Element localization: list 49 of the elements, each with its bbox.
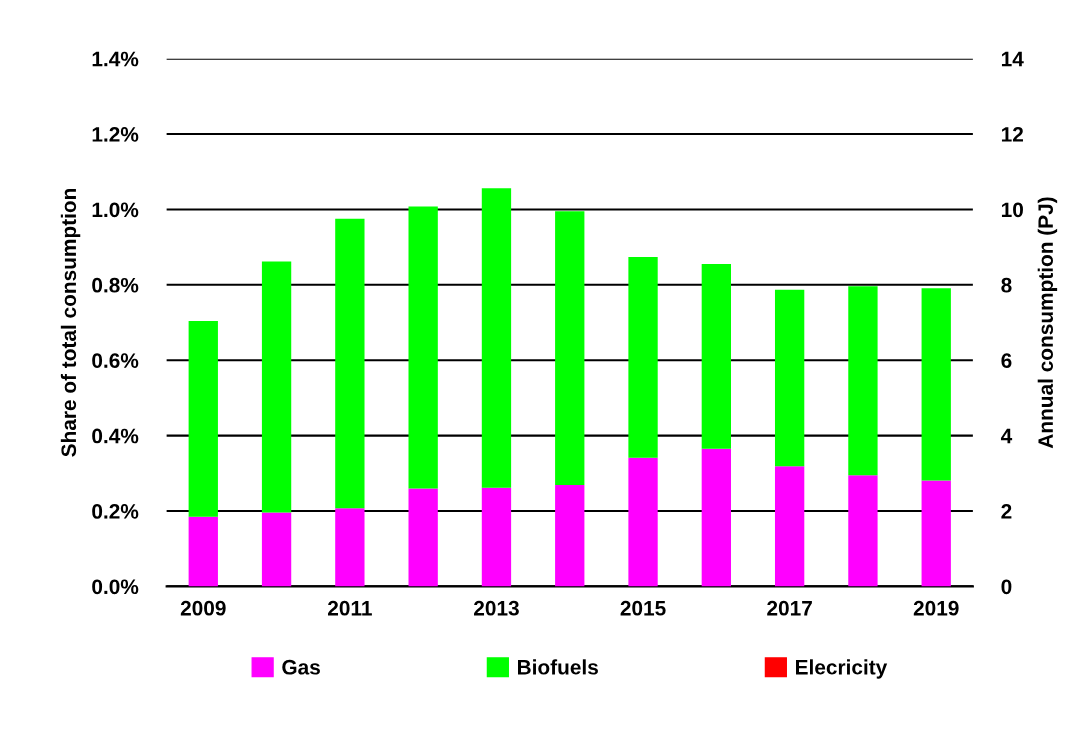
bar: [188, 321, 218, 517]
bar: [628, 256, 658, 458]
bar: [555, 484, 585, 587]
legend-label: Elecricity: [796, 659, 888, 679]
y-tick-label: 0.2%: [92, 504, 139, 519]
bar: [774, 289, 805, 467]
bar: [848, 286, 878, 476]
bar: [555, 211, 585, 485]
legend-label: Gas: [282, 659, 320, 675]
y-tick-label: 0.8%: [92, 277, 139, 293]
bar: [701, 448, 731, 587]
bar: [261, 261, 292, 513]
y2-tick-label: 2: [1001, 504, 1012, 519]
bar: [921, 288, 951, 481]
x-tick-label: 2009: [180, 600, 226, 616]
y-axis-title: Share of total consumption: [60, 188, 81, 457]
bar: [408, 206, 438, 489]
y-tick-label: 1.2%: [92, 127, 139, 142]
legend-label: Biofuels: [518, 659, 598, 675]
y2-axis-title: Annual consumption (PJ): [1037, 197, 1058, 449]
y2-tick-label: 14: [1001, 51, 1024, 67]
y2-tick-label: 10: [1001, 202, 1023, 218]
y-tick-label: 0.0%: [92, 579, 139, 595]
y-tick-label: 0.6%: [92, 353, 139, 368]
bar: [774, 466, 805, 587]
bar: [335, 218, 365, 509]
x-tick-label: 2015: [620, 600, 666, 616]
y2-tick-label: 4: [1000, 428, 1013, 444]
x-tick-label: 2011: [327, 600, 372, 616]
y2-tick-label: 6: [1001, 353, 1012, 368]
y-tick-label: 0.4%: [92, 428, 139, 444]
bar: [481, 188, 512, 488]
y-tick-label: 1.0%: [92, 202, 139, 218]
y-tick-label: 1.4%: [92, 51, 139, 67]
y2-tick-label: 12: [1001, 127, 1023, 142]
bar: [921, 480, 951, 587]
bar: [701, 264, 731, 449]
bar: [335, 508, 365, 587]
y2-tick-label: 8: [1001, 277, 1012, 293]
bar: [408, 488, 438, 587]
y2-tick-label: 0: [1001, 579, 1012, 595]
bar: [848, 475, 878, 587]
bar: [628, 457, 658, 587]
x-tick-label: 2019: [913, 600, 959, 616]
bar: [481, 487, 512, 587]
x-tick-label: 2017: [767, 600, 812, 616]
bar: [188, 516, 218, 587]
x-tick-label: 2013: [474, 600, 519, 616]
bar: [261, 512, 292, 587]
